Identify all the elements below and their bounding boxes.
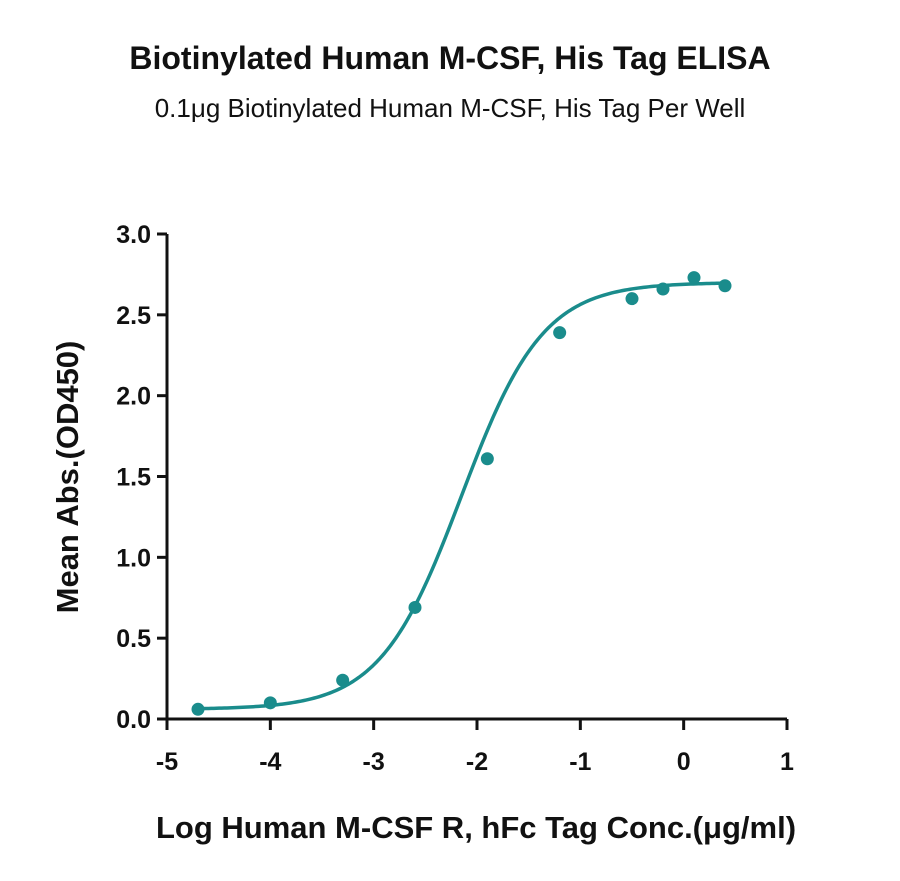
data-point (263, 696, 277, 710)
y-tick-label: 0.0 (116, 706, 151, 734)
chart-subtitle: 0.1μg Biotinylated Human M-CSF, His Tag … (154, 93, 746, 123)
y-tick-label: 3.0 (116, 221, 151, 249)
data-point (625, 292, 639, 306)
data-point (718, 279, 732, 293)
y-tick-label: 0.5 (116, 625, 151, 653)
x-tick-label: 0 (677, 748, 691, 776)
data-points-layer (191, 271, 732, 716)
data-point (687, 271, 701, 285)
y-tick-label: 2.5 (116, 302, 151, 330)
data-point (553, 326, 567, 340)
fit-curve-layer (196, 281, 727, 711)
y-tick-label: 1.0 (116, 544, 151, 572)
y-axis-title: Mean Abs.(OD450) (50, 341, 85, 614)
x-tick-label: -5 (156, 748, 178, 776)
x-tick-label: -1 (569, 748, 591, 776)
x-axis-title: Log Human M-CSF R, hFc Tag Conc.(μg/ml) (156, 810, 796, 845)
data-point (656, 282, 670, 296)
y-tick-label: 2.0 (116, 383, 151, 411)
x-tick-label: -4 (259, 748, 281, 776)
fit-curve (196, 281, 727, 711)
data-point (480, 452, 494, 466)
data-point (408, 600, 422, 614)
x-tick-label: 1 (780, 748, 794, 776)
data-point (191, 702, 205, 716)
x-tick-label: -3 (363, 748, 385, 776)
chart-title: Biotinylated Human M-CSF, His Tag ELISA (129, 40, 771, 76)
x-tick-label: -2 (466, 748, 488, 776)
axes: 0.0 0.5 1.0 1.5 2.0 2.5 3.0 -5 -4 -3 -2 -1 0 1 (116, 221, 794, 776)
y-tick-label: 1.5 (116, 464, 151, 492)
data-point (336, 673, 350, 687)
